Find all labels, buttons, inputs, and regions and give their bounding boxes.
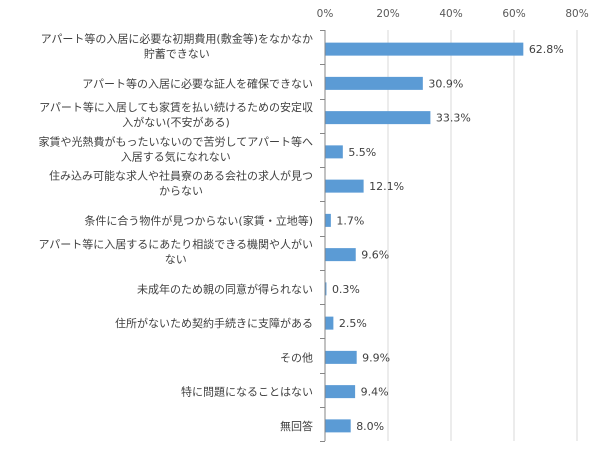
x-tick-label: 0% (317, 8, 334, 20)
category-label: アパート等に入居するにあたり相談できる機関や人がい (38, 237, 313, 251)
category-label: からない (159, 185, 203, 198)
category-label: ない (165, 253, 187, 266)
x-tick-label: 40% (439, 8, 462, 20)
category-label: その他 (280, 351, 313, 364)
category-label: アパート等の入居に必要な証人を確保できない (82, 76, 313, 90)
x-tick-label: 80% (565, 8, 588, 20)
category-label: 住み込み可能な求人や社員寮のある会社の求人が見つ (49, 169, 313, 183)
data-label: 0.3% (332, 283, 360, 296)
data-label: 9.9% (362, 351, 390, 364)
bar (325, 248, 356, 262)
category-label: 入がない(不安がある) (122, 115, 230, 129)
x-tick-label: 20% (376, 8, 399, 20)
data-label: 33.3% (436, 112, 471, 125)
category-label: アパート等に入居しても家賃を払い続けるための安定収 (39, 100, 313, 114)
data-label: 2.5% (339, 317, 367, 330)
bar (325, 282, 327, 296)
category-label: 貯蓄できない (144, 48, 210, 61)
data-label: 1.7% (336, 214, 364, 227)
bar (325, 145, 343, 159)
category-label: 条件に合う物件が見つからない(家賃・立地等) (84, 213, 313, 227)
bar (325, 419, 351, 433)
bar (325, 350, 357, 364)
data-label: 62.8% (529, 43, 564, 56)
x-tick-label: 60% (502, 8, 525, 20)
category-label: 無回答 (280, 419, 313, 433)
category-label: 家賃や光熱費がもったいないので苦労してアパート等へ (39, 134, 313, 148)
data-label: 30.9% (428, 77, 463, 90)
data-label: 8.0% (356, 420, 384, 433)
data-label: 5.5% (348, 146, 376, 159)
data-label: 12.1% (369, 180, 404, 193)
bar (325, 111, 431, 125)
bar (325, 179, 364, 193)
bar (325, 316, 334, 330)
bar (325, 76, 423, 90)
category-label: 未成年のため親の同意が得られない (137, 282, 313, 296)
data-label: 9.6% (361, 249, 389, 262)
category-label: アパート等の入居に必要な初期費用(敷金等)をなかなか (41, 32, 313, 46)
data-label: 9.4% (361, 386, 389, 399)
bar (325, 385, 356, 399)
category-label: 住所がないため契約手続きに支障がある (115, 316, 313, 330)
bar (325, 213, 331, 227)
category-label: 入居する気になれない (121, 149, 231, 163)
bar (325, 42, 524, 56)
category-label: 特に問題になることはない (181, 385, 313, 399)
